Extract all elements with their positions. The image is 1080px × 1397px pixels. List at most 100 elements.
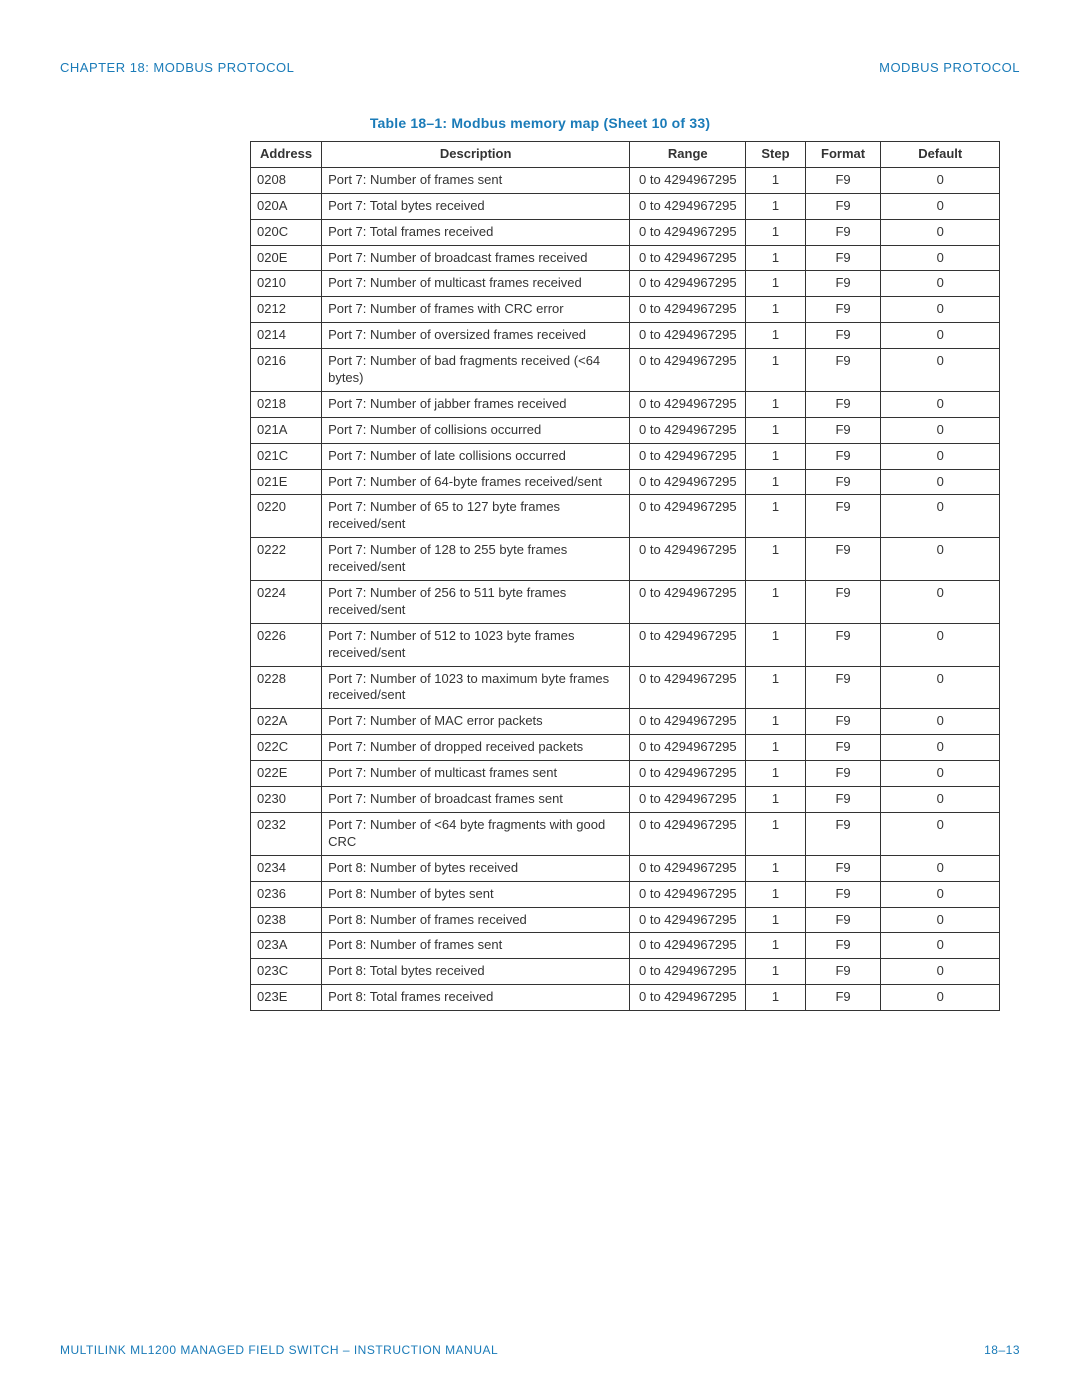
cell-range: 0 to 4294967295 xyxy=(630,297,746,323)
cell-range: 0 to 4294967295 xyxy=(630,761,746,787)
cell-step: 1 xyxy=(746,581,805,624)
cell-default: 0 xyxy=(881,881,1000,907)
cell-step: 1 xyxy=(746,391,805,417)
cell-address: 021A xyxy=(251,417,322,443)
cell-description: Port 7: Number of jabber frames received xyxy=(322,391,630,417)
cell-address: 0232 xyxy=(251,812,322,855)
cell-default: 0 xyxy=(881,959,1000,985)
cell-format: F9 xyxy=(805,735,881,761)
cell-range: 0 to 4294967295 xyxy=(630,495,746,538)
table-row: 022CPort 7: Number of dropped received p… xyxy=(251,735,1000,761)
cell-range: 0 to 4294967295 xyxy=(630,417,746,443)
cell-format: F9 xyxy=(805,271,881,297)
cell-range: 0 to 4294967295 xyxy=(630,812,746,855)
cell-step: 1 xyxy=(746,349,805,392)
table-row: 0220Port 7: Number of 65 to 127 byte fra… xyxy=(251,495,1000,538)
cell-range: 0 to 4294967295 xyxy=(630,933,746,959)
cell-range: 0 to 4294967295 xyxy=(630,907,746,933)
cell-step: 1 xyxy=(746,538,805,581)
cell-default: 0 xyxy=(881,581,1000,624)
col-header-address: Address xyxy=(251,142,322,168)
cell-range: 0 to 4294967295 xyxy=(630,735,746,761)
cell-address: 023E xyxy=(251,985,322,1011)
cell-format: F9 xyxy=(805,323,881,349)
cell-range: 0 to 4294967295 xyxy=(630,193,746,219)
cell-format: F9 xyxy=(805,881,881,907)
footer-manual-title: MULTILINK ML1200 MANAGED FIELD SWITCH – … xyxy=(60,1343,498,1357)
cell-format: F9 xyxy=(805,623,881,666)
cell-format: F9 xyxy=(805,907,881,933)
table-row: 021CPort 7: Number of late collisions oc… xyxy=(251,443,1000,469)
cell-format: F9 xyxy=(805,666,881,709)
cell-description: Port 8: Number of bytes received xyxy=(322,855,630,881)
table-row: 0218Port 7: Number of jabber frames rece… xyxy=(251,391,1000,417)
table-row: 023CPort 8: Total bytes received0 to 429… xyxy=(251,959,1000,985)
cell-step: 1 xyxy=(746,959,805,985)
cell-default: 0 xyxy=(881,538,1000,581)
cell-range: 0 to 4294967295 xyxy=(630,709,746,735)
cell-format: F9 xyxy=(805,812,881,855)
cell-description: Port 7: Number of bad fragments received… xyxy=(322,349,630,392)
table-row: 022EPort 7: Number of multicast frames s… xyxy=(251,761,1000,787)
cell-description: Port 7: Number of 64-byte frames receive… xyxy=(322,469,630,495)
cell-default: 0 xyxy=(881,709,1000,735)
cell-address: 020A xyxy=(251,193,322,219)
cell-format: F9 xyxy=(805,219,881,245)
cell-default: 0 xyxy=(881,812,1000,855)
cell-default: 0 xyxy=(881,855,1000,881)
cell-step: 1 xyxy=(746,469,805,495)
cell-default: 0 xyxy=(881,297,1000,323)
cell-range: 0 to 4294967295 xyxy=(630,167,746,193)
cell-description: Port 7: Number of dropped received packe… xyxy=(322,735,630,761)
cell-address: 0210 xyxy=(251,271,322,297)
cell-range: 0 to 4294967295 xyxy=(630,391,746,417)
cell-range: 0 to 4294967295 xyxy=(630,323,746,349)
table-row: 0216Port 7: Number of bad fragments rece… xyxy=(251,349,1000,392)
table-row: 0232Port 7: Number of <64 byte fragments… xyxy=(251,812,1000,855)
cell-range: 0 to 4294967295 xyxy=(630,666,746,709)
cell-step: 1 xyxy=(746,735,805,761)
cell-default: 0 xyxy=(881,349,1000,392)
col-header-description: Description xyxy=(322,142,630,168)
col-header-format: Format xyxy=(805,142,881,168)
cell-address: 0234 xyxy=(251,855,322,881)
cell-step: 1 xyxy=(746,495,805,538)
cell-step: 1 xyxy=(746,219,805,245)
cell-step: 1 xyxy=(746,933,805,959)
cell-description: Port 7: Total bytes received xyxy=(322,193,630,219)
table-row: 020CPort 7: Total frames received0 to 42… xyxy=(251,219,1000,245)
cell-format: F9 xyxy=(805,787,881,813)
cell-description: Port 7: Number of broadcast frames recei… xyxy=(322,245,630,271)
table-row: 023APort 8: Number of frames sent0 to 42… xyxy=(251,933,1000,959)
cell-range: 0 to 4294967295 xyxy=(630,855,746,881)
cell-range: 0 to 4294967295 xyxy=(630,959,746,985)
cell-default: 0 xyxy=(881,623,1000,666)
cell-step: 1 xyxy=(746,666,805,709)
table-row: 0236Port 8: Number of bytes sent0 to 429… xyxy=(251,881,1000,907)
table-row: 0208Port 7: Number of frames sent0 to 42… xyxy=(251,167,1000,193)
cell-default: 0 xyxy=(881,666,1000,709)
cell-step: 1 xyxy=(746,297,805,323)
cell-address: 021C xyxy=(251,443,322,469)
cell-step: 1 xyxy=(746,193,805,219)
cell-description: Port 7: Number of multicast frames sent xyxy=(322,761,630,787)
cell-address: 0212 xyxy=(251,297,322,323)
cell-default: 0 xyxy=(881,761,1000,787)
cell-format: F9 xyxy=(805,469,881,495)
cell-format: F9 xyxy=(805,709,881,735)
cell-range: 0 to 4294967295 xyxy=(630,271,746,297)
cell-address: 0228 xyxy=(251,666,322,709)
table-row: 0224Port 7: Number of 256 to 511 byte fr… xyxy=(251,581,1000,624)
cell-default: 0 xyxy=(881,391,1000,417)
cell-default: 0 xyxy=(881,219,1000,245)
cell-range: 0 to 4294967295 xyxy=(630,985,746,1011)
cell-description: Port 7: Number of 512 to 1023 byte frame… xyxy=(322,623,630,666)
page: CHAPTER 18: MODBUS PROTOCOL MODBUS PROTO… xyxy=(0,0,1080,1397)
cell-format: F9 xyxy=(805,417,881,443)
table-header-row: Address Description Range Step Format De… xyxy=(251,142,1000,168)
table-row: 0228Port 7: Number of 1023 to maximum by… xyxy=(251,666,1000,709)
cell-step: 1 xyxy=(746,985,805,1011)
cell-address: 0224 xyxy=(251,581,322,624)
cell-format: F9 xyxy=(805,245,881,271)
cell-step: 1 xyxy=(746,167,805,193)
